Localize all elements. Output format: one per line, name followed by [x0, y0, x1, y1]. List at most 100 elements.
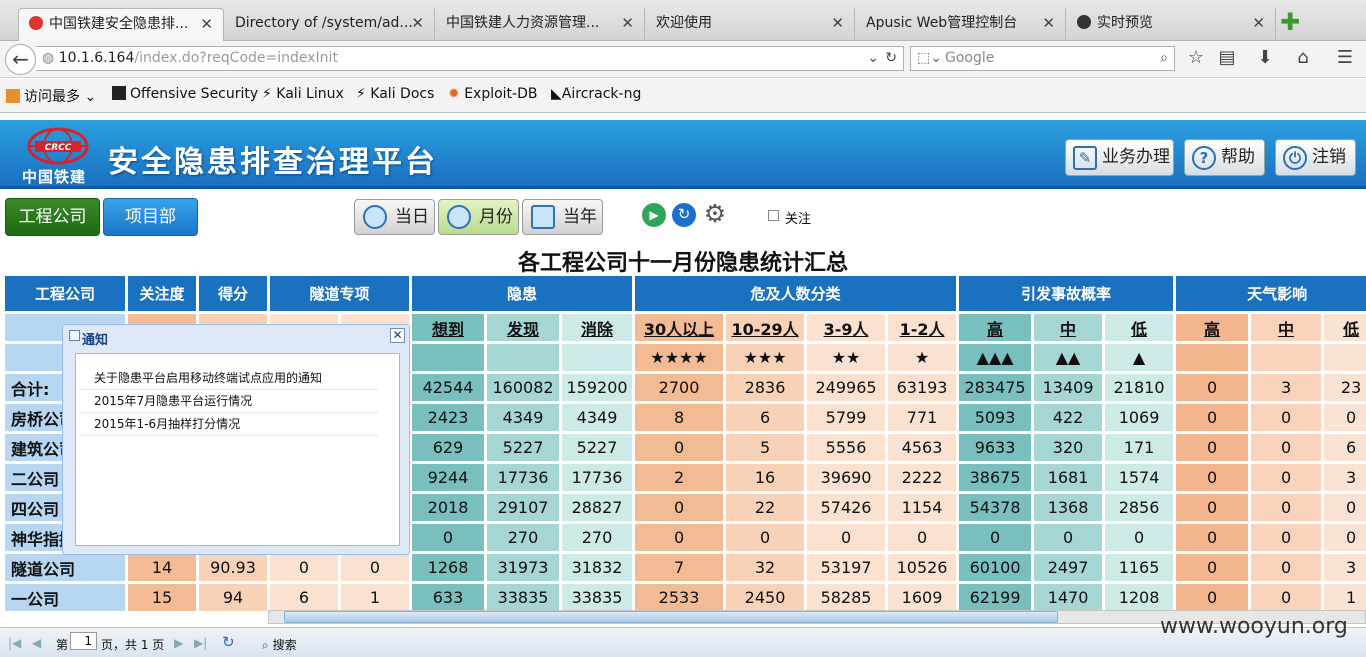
- table-cell[interactable]: 1681: [1034, 464, 1103, 491]
- business-button[interactable]: ✎ 业务办理: [1065, 139, 1174, 176]
- table-row[interactable]: 一公司 15 94 6 1 633 33835 33835 2533 2450 58285 1609 6…: [5, 584, 1366, 611]
- menu-icon[interactable]: ☰: [1336, 47, 1354, 68]
- table-cell[interactable]: 0: [1176, 554, 1249, 581]
- table-cell[interactable]: 16: [726, 464, 805, 491]
- last-page-icon[interactable]: ▶|: [194, 636, 208, 650]
- table-cell[interactable]: 5227: [562, 434, 633, 461]
- period-day-button[interactable]: 当日: [354, 199, 435, 235]
- table-cell[interactable]: 2497: [1034, 554, 1103, 581]
- table-cell[interactable]: 0: [1176, 584, 1249, 611]
- table-cell[interactable]: 10526: [888, 554, 957, 581]
- table-cell[interactable]: 1368: [1034, 494, 1103, 521]
- search-button[interactable]: ⌕ 搜索: [262, 636, 297, 653]
- col-header-accident-probability[interactable]: 引发事故概率: [959, 276, 1174, 311]
- table-cell[interactable]: 0: [635, 524, 724, 551]
- close-tab-icon[interactable]: ✕: [1252, 14, 1265, 32]
- url-dropdown-icon[interactable]: ⌄: [867, 50, 879, 66]
- table-cell[interactable]: 0: [1176, 374, 1249, 401]
- row-company-name[interactable]: 一公司: [5, 584, 125, 611]
- table-cell[interactable]: 0: [1251, 404, 1322, 431]
- subheader-weather-low[interactable]: 低: [1324, 314, 1366, 341]
- browser-tab[interactable]: 中国铁建人力资源管理... ✕: [436, 8, 645, 41]
- close-icon[interactable]: ✕: [390, 328, 405, 343]
- table-cell[interactable]: 0: [1324, 524, 1366, 551]
- table-cell[interactable]: 9633: [959, 434, 1032, 461]
- table-cell[interactable]: 1208: [1105, 584, 1174, 611]
- subheader-weather-high[interactable]: 高: [1176, 314, 1249, 341]
- table-cell[interactable]: 2856: [1105, 494, 1174, 521]
- follow-checkbox[interactable]: [768, 210, 779, 221]
- first-page-icon[interactable]: |◀: [8, 636, 22, 650]
- url-bar[interactable]: ◍ 10.1.6.164/index.do?reqCode=indexInit ⌄…: [36, 46, 904, 71]
- help-button[interactable]: ? 帮助: [1184, 139, 1265, 176]
- download-icon[interactable]: ⬇: [1257, 47, 1273, 68]
- bookmark-kali-docs[interactable]: ⚡ Kali Docs: [356, 86, 434, 102]
- notice-item[interactable]: 2015年7月隐患平台运行情况: [80, 391, 378, 413]
- subheader-prob-high[interactable]: 高: [959, 314, 1032, 341]
- table-cell[interactable]: 1470: [1034, 584, 1103, 611]
- table-cell[interactable]: 3: [1324, 464, 1366, 491]
- table-cell[interactable]: 60100: [959, 554, 1032, 581]
- table-cell[interactable]: 38675: [959, 464, 1032, 491]
- table-cell[interactable]: 2450: [726, 584, 805, 611]
- table-cell[interactable]: 42544: [412, 374, 485, 401]
- home-icon[interactable]: ⌂: [1297, 47, 1309, 68]
- table-cell[interactable]: 1154: [888, 494, 957, 521]
- table-cell[interactable]: 17736: [562, 464, 633, 491]
- table-cell[interactable]: 0: [807, 524, 886, 551]
- table-cell[interactable]: 629: [412, 434, 485, 461]
- table-row[interactable]: 神华指挥 0 270 270 0 0 0 0 0 0 0 0 0 0: [5, 524, 1366, 551]
- tab-project-dept[interactable]: 项目部: [103, 198, 198, 236]
- magnifier-icon[interactable]: ⌕: [1160, 50, 1168, 66]
- table-cell[interactable]: 8: [635, 404, 724, 431]
- table-cell[interactable]: 28827: [562, 494, 633, 521]
- table-cell[interactable]: 0: [1251, 464, 1322, 491]
- gear-icon[interactable]: ⚙: [703, 199, 727, 228]
- table-cell[interactable]: 57426: [807, 494, 886, 521]
- table-cell[interactable]: 4349: [562, 404, 633, 431]
- bookmark-most-visited[interactable]: 访问最多 ⌄: [6, 86, 96, 106]
- subheader-30-plus[interactable]: 30人以上: [635, 314, 724, 341]
- logout-button[interactable]: ⏻ 注销: [1275, 139, 1356, 176]
- table-cell[interactable]: 90.93: [199, 554, 267, 581]
- table-cell[interactable]: 422: [1034, 404, 1103, 431]
- browser-tab[interactable]: 欢迎使用 ✕: [646, 8, 855, 41]
- table-cell[interactable]: 21810: [1105, 374, 1174, 401]
- table-cell[interactable]: 171: [1105, 434, 1174, 461]
- search-engine-icon[interactable]: ⬚⌄: [917, 50, 942, 66]
- close-tab-icon[interactable]: ✕: [831, 14, 844, 32]
- table-cell[interactable]: 5227: [487, 434, 560, 461]
- table-cell[interactable]: 17736: [487, 464, 560, 491]
- table-cell[interactable]: 13409: [1034, 374, 1103, 401]
- table-cell[interactable]: 33835: [487, 584, 560, 611]
- table-cell[interactable]: 0: [1251, 554, 1322, 581]
- table-cell[interactable]: 4563: [888, 434, 957, 461]
- table-cell[interactable]: 32: [726, 554, 805, 581]
- table-cell[interactable]: 94: [199, 584, 267, 611]
- table-cell[interactable]: 33835: [562, 584, 633, 611]
- table-cell[interactable]: 1: [1324, 584, 1366, 611]
- table-cell[interactable]: 2836: [726, 374, 805, 401]
- table-cell[interactable]: 159200: [562, 374, 633, 401]
- subheader-1-2[interactable]: 1-2人: [888, 314, 957, 341]
- table-cell[interactable]: 2222: [888, 464, 957, 491]
- subheader-10-29[interactable]: 10-29人: [726, 314, 805, 341]
- table-cell[interactable]: 270: [562, 524, 633, 551]
- table-cell[interactable]: 0: [1105, 524, 1174, 551]
- col-header-company[interactable]: 工程公司: [5, 276, 125, 311]
- table-cell[interactable]: 23: [1324, 374, 1366, 401]
- browser-tab-active[interactable]: 中国铁建安全隐患排... ✕: [18, 8, 224, 41]
- table-cell[interactable]: 1: [341, 584, 410, 611]
- close-tab-icon[interactable]: ✕: [200, 15, 213, 33]
- table-cell[interactable]: 0: [1176, 404, 1249, 431]
- row-company-name[interactable]: 隧道公司: [5, 554, 125, 581]
- notice-item[interactable]: 关于隐患平台启用移动终端试点应用的通知: [80, 368, 378, 390]
- next-page-icon[interactable]: ▶: [174, 636, 184, 650]
- subheader-thought[interactable]: 想到: [412, 314, 485, 341]
- table-cell[interactable]: 62199: [959, 584, 1032, 611]
- table-cell[interactable]: 39690: [807, 464, 886, 491]
- table-cell[interactable]: 1574: [1105, 464, 1174, 491]
- back-arrow-icon[interactable]: ←: [5, 44, 36, 75]
- table-row[interactable]: 隧道公司 14 90.93 0 0 1268 31973 31832 7 32 53197 10526…: [5, 554, 1366, 581]
- table-cell[interactable]: 0: [959, 524, 1032, 551]
